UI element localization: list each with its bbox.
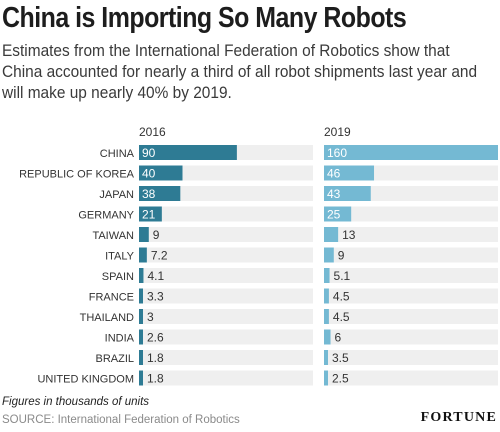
value-label-2019-india: 6	[335, 331, 342, 345]
value-label-2016-italy: 7.2	[151, 249, 168, 263]
bar-2019-thailand	[324, 309, 329, 324]
value-label-2019-brazil: 3.5	[332, 351, 349, 365]
category-label-republic-of-korea: REPUBLIC OF KOREA	[19, 169, 135, 181]
bar-2019-spain	[324, 268, 330, 283]
bar-2019-china	[324, 145, 498, 160]
category-label-taiwan: TAIWAN	[92, 230, 134, 242]
value-label-2019-germany: 25	[327, 208, 341, 222]
bar-2016-thailand	[139, 309, 143, 324]
value-label-2016-spain: 4.1	[147, 269, 164, 283]
bar-2019-germany	[324, 206, 352, 222]
track-2016-japan	[139, 186, 313, 201]
track-2019-germany	[324, 206, 498, 222]
category-label-china: CHINA	[100, 148, 135, 160]
bar-2019-india	[324, 329, 331, 345]
bar-2019-republic-of-korea	[324, 165, 375, 181]
value-label-2016-thailand: 3	[147, 310, 154, 324]
track-2019-united-kingdom	[324, 370, 498, 386]
value-label-2016-india: 2.6	[147, 331, 164, 345]
bar-2016-brazil	[139, 350, 143, 365]
value-label-2019-china: 160	[327, 146, 347, 160]
bar-2019-japan	[324, 186, 371, 201]
track-2016-germany	[139, 206, 313, 222]
track-2019-spain	[324, 268, 498, 283]
category-label-spain: SPAIN	[102, 271, 134, 283]
bar-2016-republic-of-korea	[139, 165, 183, 181]
value-label-2016-france: 3.3	[147, 290, 164, 304]
track-2016-italy	[139, 247, 313, 263]
bar-2016-france	[139, 288, 143, 304]
track-2019-india	[324, 329, 498, 345]
value-label-2016-republic-of-korea: 40	[142, 167, 156, 181]
value-label-2019-italy: 9	[338, 249, 345, 263]
value-label-2019-taiwan: 13	[342, 228, 356, 242]
bar-2016-japan	[139, 186, 181, 201]
category-label-brazil: BRAZIL	[95, 353, 134, 365]
track-2019-taiwan	[324, 227, 498, 242]
track-2019-italy	[324, 247, 498, 263]
category-label-japan: JAPAN	[99, 189, 134, 201]
track-2016-india	[139, 329, 313, 345]
category-label-germany: GERMANY	[78, 210, 134, 222]
value-label-2019-united-kingdom: 2.5	[332, 372, 349, 386]
category-label-thailand: THAILAND	[80, 312, 134, 324]
category-label-france: FRANCE	[89, 292, 134, 304]
track-2019-brazil	[324, 350, 498, 365]
value-label-2016-germany: 21	[142, 208, 156, 222]
value-label-2016-brazil: 1.8	[147, 351, 164, 365]
value-label-2019-japan: 43	[327, 187, 341, 201]
value-label-2016-china: 90	[142, 146, 156, 160]
bar-2019-italy	[324, 247, 334, 263]
bar-2016-united-kingdom	[139, 370, 143, 386]
brand-logo: FORTUNE	[420, 410, 497, 425]
value-label-2019-spain: 5.1	[334, 269, 351, 283]
bar-2016-india	[139, 329, 143, 345]
value-label-2019-republic-of-korea: 46	[327, 167, 341, 181]
track-2016-thailand	[139, 309, 313, 324]
value-label-2016-taiwan: 9	[153, 228, 160, 242]
bar-2016-spain	[139, 268, 144, 283]
chart-title: China is Importing So Many Robots	[2, 2, 407, 34]
value-label-2019-thailand: 4.5	[333, 310, 350, 324]
category-label-india: INDIA	[105, 333, 135, 345]
track-2019-france	[324, 288, 498, 304]
track-2019-thailand	[324, 309, 498, 324]
bar-chart: 2016 90 40 38 21 9 7.2 4.1 3.3 3 2.6 1.8 1.8 2019 160 4…	[19, 125, 498, 386]
value-label-2016-japan: 38	[142, 187, 156, 201]
category-label-italy: ITALY	[105, 251, 135, 263]
value-label-2019-france: 4.5	[333, 290, 350, 304]
track-2016-spain	[139, 268, 313, 283]
series-header-2019: 2019	[324, 125, 351, 139]
bar-2016-italy	[139, 247, 147, 263]
track-2016-brazil	[139, 350, 313, 365]
bar-2019-united-kingdom	[324, 370, 328, 386]
track-2016-france	[139, 288, 313, 304]
source-credit: SOURCE: International Federation of Robo…	[2, 414, 240, 426]
bar-2019-france	[324, 288, 329, 304]
bar-2019-brazil	[324, 350, 328, 365]
category-label-united-kingdom: UNITED KINGDOM	[37, 374, 134, 386]
chart-subtitle: Estimates from the International Federat…	[2, 42, 478, 102]
bar-2016-china	[139, 145, 237, 160]
units-note: Figures in thousands of units	[2, 396, 150, 408]
bar-2019-taiwan	[324, 227, 339, 242]
track-2016-taiwan	[139, 227, 313, 242]
track-2016-united-kingdom	[139, 370, 313, 386]
series-header-2016: 2016	[139, 125, 166, 139]
value-label-2016-united-kingdom: 1.8	[147, 372, 164, 386]
bar-2016-germany	[139, 206, 162, 222]
bar-2016-taiwan	[139, 227, 149, 242]
